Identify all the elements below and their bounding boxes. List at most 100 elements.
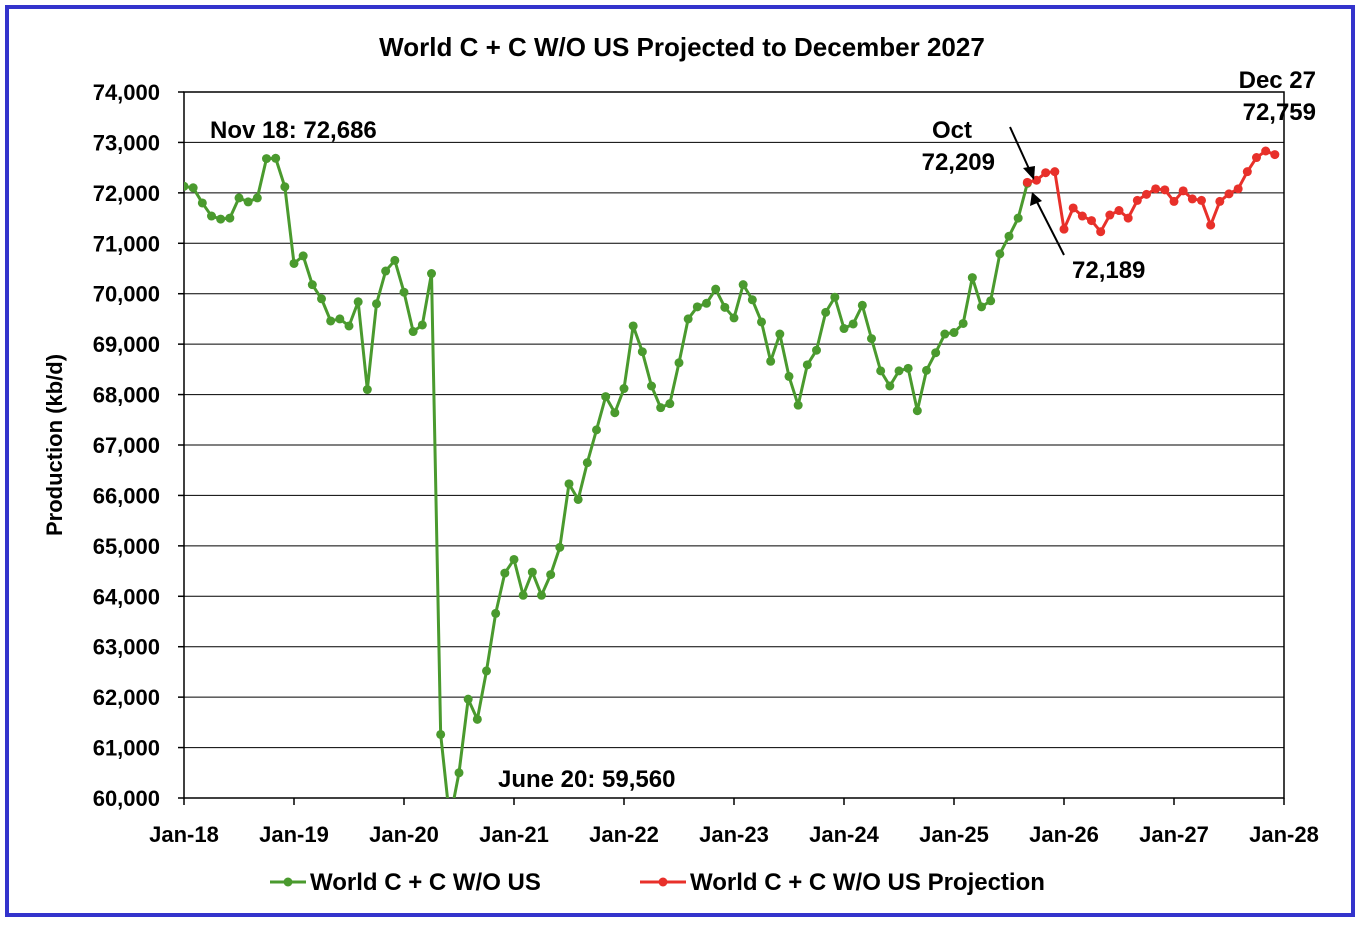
data-point-actual [857, 300, 867, 310]
data-point-actual [610, 408, 620, 418]
data-point-actual [307, 280, 317, 290]
data-point-actual [647, 381, 656, 391]
data-point-actual [573, 494, 583, 504]
data-point-actual [555, 542, 565, 552]
x-tick-label: Jan-25 [919, 822, 989, 847]
data-point-actual [912, 406, 922, 416]
gridlines [184, 141, 1284, 749]
data-point-actual [298, 251, 308, 261]
data-point-actual [289, 258, 299, 268]
data-point-actual [353, 297, 363, 307]
data-point-actual [885, 381, 895, 391]
data-point-actual [674, 358, 684, 368]
data-point-actual [784, 371, 794, 381]
data-point-actual [995, 249, 1005, 259]
data-point-actual [454, 768, 464, 778]
data-point-actual [729, 313, 739, 323]
data-point-actual [839, 324, 849, 334]
data-point-actual [848, 319, 858, 329]
y-tick-label: 65,000 [93, 534, 160, 559]
data-point-actual [427, 269, 436, 279]
y-tick-label: 73,000 [93, 130, 160, 155]
data-point-actual [408, 327, 418, 337]
data-point-projection [1261, 146, 1271, 156]
data-point-actual [821, 307, 831, 317]
data-point-actual [922, 365, 931, 375]
data-point-actual [390, 255, 400, 265]
data-point-actual [436, 729, 446, 739]
data-point-actual [894, 366, 904, 376]
data-point-actual [656, 403, 666, 413]
arrow-72189-head [1030, 192, 1042, 206]
data-point-actual [757, 317, 766, 327]
data-point-actual [317, 294, 326, 304]
data-point-actual [812, 345, 821, 355]
y-tick-label: 66,000 [93, 483, 160, 508]
data-point-actual [546, 570, 556, 580]
data-point-projection [1169, 196, 1179, 206]
data-point-actual [463, 694, 473, 704]
annotation-dec27-value: 72,759 [1243, 99, 1316, 126]
data-point-projection [1059, 224, 1069, 234]
y-tick-label: 69,000 [93, 332, 160, 357]
data-point-projection [1215, 196, 1225, 206]
x-tick-label: Jan-28 [1249, 822, 1319, 847]
data-point-actual [702, 298, 711, 308]
data-point-actual [207, 211, 216, 221]
data-point-actual [184, 181, 189, 191]
y-tick-label: 63,000 [93, 635, 160, 660]
arrow-oct [1009, 126, 1031, 172]
data-point-actual [619, 384, 629, 394]
y-tick-label: 67,000 [93, 433, 160, 458]
data-point-actual [582, 458, 592, 468]
data-point-actual [692, 302, 702, 312]
data-point-actual [500, 568, 510, 578]
data-point-projection [1252, 153, 1261, 163]
series-group [184, 146, 1280, 825]
data-point-actual [527, 567, 537, 577]
data-point-projection [1123, 213, 1133, 223]
data-point-actual [720, 302, 730, 312]
data-point-actual [967, 273, 977, 283]
data-point-actual [197, 198, 207, 208]
x-tick-label: Jan-26 [1029, 822, 1099, 847]
data-point-actual [243, 197, 253, 207]
data-point-actual [766, 356, 776, 366]
legend-marker-projection [658, 877, 668, 887]
data-point-actual [867, 334, 876, 344]
data-point-actual [711, 284, 721, 294]
data-point-actual [445, 816, 454, 825]
data-point-actual [977, 302, 986, 312]
data-point-projection [1160, 185, 1170, 195]
chart-title: World C + C W/O US Projected to December… [379, 32, 985, 62]
data-point-actual [472, 714, 482, 724]
data-point-projection [1187, 194, 1197, 204]
annotation-72189: 72,189 [1072, 257, 1145, 284]
data-point-actual [1013, 213, 1023, 223]
x-tick-label: Jan-20 [369, 822, 439, 847]
data-point-projection [1151, 184, 1161, 194]
data-point-actual [399, 287, 409, 297]
data-point-projection [1142, 189, 1151, 199]
data-point-projection [1050, 167, 1060, 177]
x-tick-label: Jan-19 [259, 822, 329, 847]
data-point-actual [958, 318, 968, 328]
arrow-oct-head [1023, 166, 1035, 180]
data-point-actual [665, 399, 675, 409]
y-tick-label: 64,000 [93, 584, 160, 609]
x-axis-ticks: Jan-18 Jan-19 Jan-20 Jan-21 Jan-22 Jan-23 Jan-… [149, 798, 1319, 847]
data-point-projection [1077, 211, 1087, 221]
arrow-72189 [1035, 199, 1065, 256]
data-point-actual [1004, 231, 1014, 241]
data-point-actual [775, 329, 785, 339]
data-point-actual [518, 590, 528, 600]
y-tick-label: 60,000 [93, 786, 160, 811]
data-point-actual [537, 590, 546, 600]
data-point-projection [1032, 175, 1041, 185]
data-point-actual [234, 193, 244, 203]
x-tick-label: Jan-23 [699, 822, 769, 847]
x-tick-label: Jan-22 [589, 822, 659, 847]
data-point-actual [362, 385, 372, 395]
data-point-actual [491, 608, 501, 618]
